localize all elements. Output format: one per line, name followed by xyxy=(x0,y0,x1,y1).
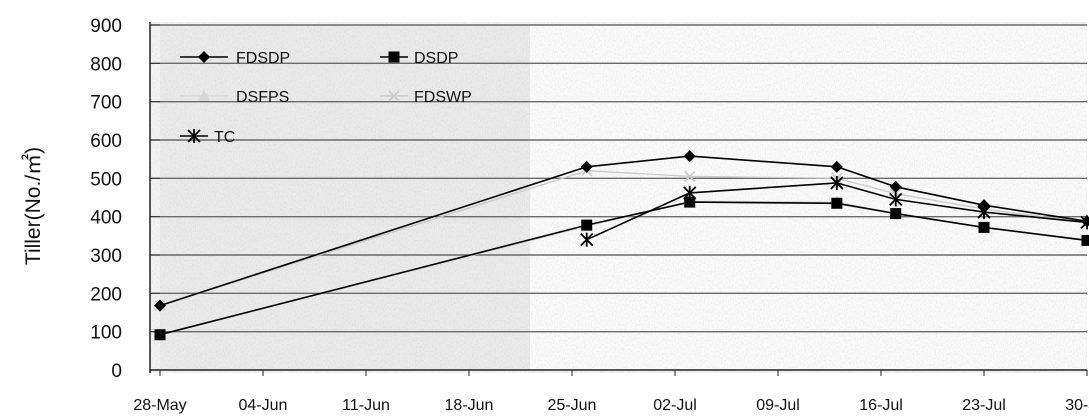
legend: FDSDP DSDP DSFPS FDSWP TC xyxy=(180,50,472,146)
x-tick-label: 25-Jun xyxy=(548,397,597,414)
x-tick-label: 11-Jun xyxy=(342,397,390,414)
x-tick-label: 28-May xyxy=(133,397,186,414)
y-tick-label: 400 xyxy=(90,208,122,229)
star-marker xyxy=(889,192,903,207)
y-tick-label: 100 xyxy=(90,323,122,344)
star-marker xyxy=(683,185,697,200)
series-dsdp xyxy=(154,196,1089,341)
diamond-marker xyxy=(154,299,166,312)
star-marker xyxy=(830,175,844,190)
diamond-marker xyxy=(580,160,593,173)
diamond-marker xyxy=(889,180,902,193)
x-tick-label: 02-Jul xyxy=(653,397,697,414)
star-marker xyxy=(187,129,201,143)
x-tick-label: 30-Jul xyxy=(1065,397,1089,414)
triangle-marker xyxy=(198,90,210,101)
legend-item-fdswp: FDSWP xyxy=(380,89,472,106)
y-tick-label: 800 xyxy=(90,54,122,75)
legend-item-fdsdp: FDSDP xyxy=(180,50,290,67)
series-layer xyxy=(154,150,1089,341)
x-tick-label: 18-Jun xyxy=(445,397,494,414)
diamond-marker xyxy=(683,150,696,163)
x-marker xyxy=(388,90,400,102)
star-marker xyxy=(580,232,594,247)
y-tick-label: 700 xyxy=(90,93,122,114)
series-fdsdp xyxy=(154,150,1089,312)
legend-label: DSDP xyxy=(414,50,458,67)
square-marker xyxy=(684,196,696,208)
square-marker xyxy=(978,221,990,233)
y-axis-label: Tiller(No./㎡) xyxy=(21,147,45,265)
diamond-marker xyxy=(1081,215,1089,228)
square-marker xyxy=(154,329,166,341)
y-tick-label: 0 xyxy=(111,361,122,382)
y-tick-label: 300 xyxy=(90,246,122,267)
x-tick-label: 16-Jul xyxy=(859,397,903,414)
legend-label: FDSWP xyxy=(414,89,472,106)
legend-item-tc: TC xyxy=(180,129,235,146)
square-marker xyxy=(1081,234,1089,246)
scan-noise xyxy=(150,22,1087,373)
x-tick-labels: 28-May 04-Jun 11-Jun 18-Jun 25-Jun 02-Jul 09-J… xyxy=(133,397,1089,414)
legend-label: TC xyxy=(214,129,235,146)
series-line-tc xyxy=(586,182,1088,241)
plot-background xyxy=(150,22,1087,373)
y-tick-label: 600 xyxy=(90,131,122,152)
x-tick-label: 04-Jun xyxy=(239,397,288,414)
y-tick-label: 900 xyxy=(90,16,122,37)
x-tick-label: 23-Jul xyxy=(962,397,1006,414)
axes xyxy=(149,22,1088,376)
legend-item-dsdp: DSDP xyxy=(380,50,458,67)
square-marker xyxy=(581,219,593,231)
diamond-marker xyxy=(830,160,843,173)
square-marker xyxy=(388,51,400,63)
legend-label: DSFPS xyxy=(236,89,289,106)
square-marker xyxy=(831,197,843,209)
y-tick-label: 200 xyxy=(90,284,122,305)
square-marker xyxy=(890,208,902,220)
legend-item-dsfps: DSFPS xyxy=(180,89,289,106)
x-marker xyxy=(684,170,696,182)
diamond-marker xyxy=(198,51,210,63)
diamond-marker xyxy=(978,199,990,212)
gridlines xyxy=(150,24,1087,371)
legend-label: FDSDP xyxy=(236,50,290,67)
y-tick-label: 500 xyxy=(90,169,122,190)
y-tick-labels: 0 100 200 300 400 500 600 700 800 900 xyxy=(90,16,122,382)
x-tick-label: 09-Jul xyxy=(756,397,800,414)
